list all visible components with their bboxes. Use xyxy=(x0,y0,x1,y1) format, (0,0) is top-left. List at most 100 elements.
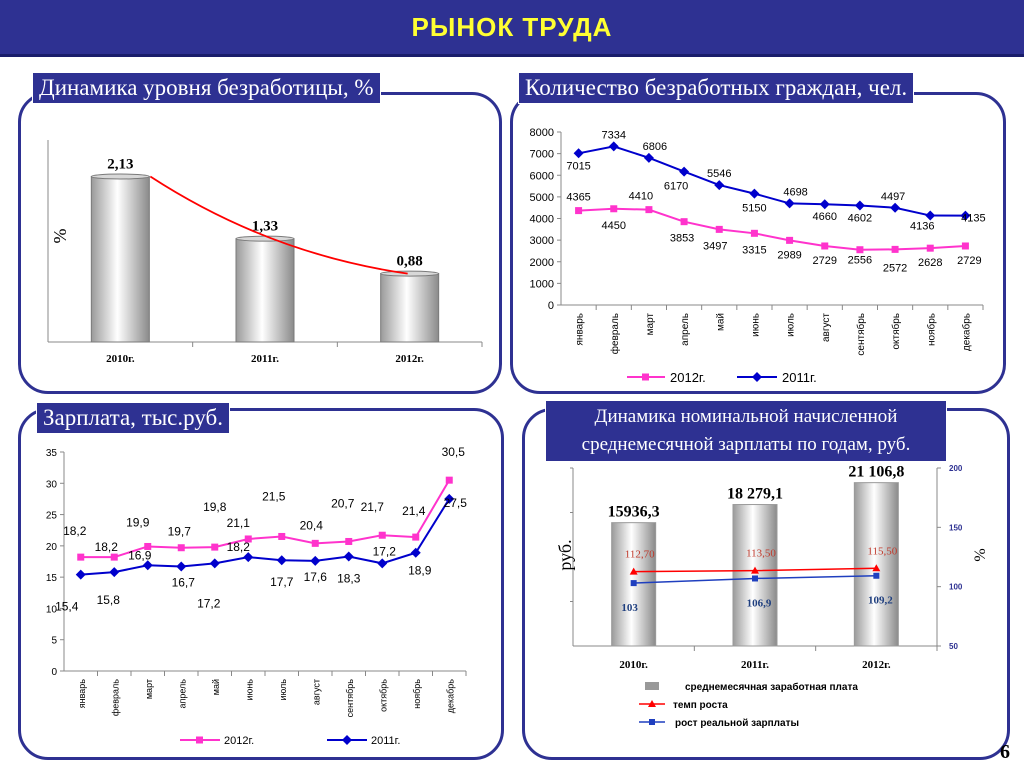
y-tick-label: 8000 xyxy=(530,127,554,139)
point-2012г. xyxy=(856,246,864,254)
data-label-growth: 115,50 xyxy=(867,545,897,557)
data-label: 17,7 xyxy=(270,575,294,589)
y-tick-label: 3000 xyxy=(530,235,554,247)
data-label-real: 106,9 xyxy=(747,597,772,609)
data-label: 18,2 xyxy=(227,540,251,554)
x-tick-label: 2010г. xyxy=(619,659,648,671)
x-tick-label: 2011г. xyxy=(251,353,279,365)
page-number: 6 xyxy=(1000,741,1010,763)
data-label: 18,9 xyxy=(408,564,432,578)
data-label: 4135 xyxy=(961,213,985,225)
bar-top xyxy=(90,173,150,180)
y-axis-label: руб. xyxy=(555,539,575,570)
point-2012г. xyxy=(610,205,618,213)
x-tick-label: сентябрь xyxy=(855,313,867,356)
legend-marker-2012 xyxy=(196,736,203,744)
y-tick-label: 4000 xyxy=(530,214,554,226)
data-label: 6170 xyxy=(664,181,688,193)
chart-nominal-salary: руб. 50 100 150 200% 15936,3 2010г. 18 279,1 201… xyxy=(555,464,989,729)
x-tick-label: 2012г. xyxy=(862,659,891,671)
data-label: 16,7 xyxy=(172,576,196,590)
point-2012г. xyxy=(244,535,252,543)
legend-label-2012: 2012г. xyxy=(670,370,706,385)
point-2012г. xyxy=(144,542,152,550)
y-tick-label: 7000 xyxy=(530,149,554,161)
y2-axis-label: % xyxy=(972,548,989,561)
data-label: 30,5 xyxy=(442,445,466,459)
data-label: 2729 xyxy=(813,255,837,267)
point-2011г. xyxy=(819,199,830,210)
series-line-2012г. xyxy=(80,479,451,559)
bar-2011г. xyxy=(732,504,778,647)
data-label: 2628 xyxy=(918,257,942,269)
data-label: 3315 xyxy=(742,244,766,256)
point-2011г. xyxy=(109,567,120,578)
data-label: 7334 xyxy=(602,129,626,141)
legend-marker-growth xyxy=(648,700,656,707)
y-tick-label: 0 xyxy=(51,667,57,678)
data-label: 17,2 xyxy=(197,596,221,610)
y-axis-label: % xyxy=(50,229,70,244)
bar-2011г. xyxy=(235,238,295,343)
y-tick-label: 15 xyxy=(46,573,58,584)
x-tick-label: январь xyxy=(77,679,87,709)
bar-value-label: 1,33 xyxy=(252,219,278,235)
y2-tick-label: 150 xyxy=(949,523,963,532)
x-tick-label: ноябрь xyxy=(925,313,937,346)
y-tick-label: 1000 xyxy=(530,278,554,290)
point-2011г. xyxy=(854,200,865,211)
chart1-title: Динамика уровня безработицы, % xyxy=(32,72,381,104)
trend-line xyxy=(149,175,408,275)
data-label-real: 103 xyxy=(621,602,638,614)
x-tick-label: май xyxy=(211,679,221,695)
point-2012г. xyxy=(445,476,453,484)
data-label: 5546 xyxy=(707,168,731,180)
chart2-title: Количество безработных граждан, чел. xyxy=(518,72,915,104)
legend-label-2011: 2011г. xyxy=(371,735,400,747)
series-line-2012г. xyxy=(578,207,966,251)
x-tick-label: февраль xyxy=(609,313,621,354)
point-2011г. xyxy=(142,560,153,571)
point-2012г. xyxy=(926,244,934,252)
data-label: 2729 xyxy=(957,255,981,267)
y-tick-label: 6000 xyxy=(530,170,554,182)
x-tick-label: июль xyxy=(786,313,797,337)
x-tick-label: октябрь xyxy=(378,679,388,712)
x-tick-label: апрель xyxy=(177,679,187,709)
bar-value-label: 0,88 xyxy=(397,254,423,270)
data-label: 17,2 xyxy=(373,544,397,558)
chart-unemployment-rate: % 2,13 2010г. 1,33 2011г. 0,88 2012г. xyxy=(47,140,483,365)
x-tick-label: июль xyxy=(278,679,288,701)
point-real xyxy=(630,580,637,587)
bar-value-label: 21 106,8 xyxy=(848,464,904,481)
point-2011г. xyxy=(643,152,654,163)
x-tick-label: 2011г. xyxy=(741,659,769,671)
data-label: 21,1 xyxy=(227,516,251,530)
y2-tick-label: 100 xyxy=(949,583,963,592)
point-2011г. xyxy=(377,558,388,569)
data-label: 19,8 xyxy=(203,500,227,514)
x-tick-label: июнь xyxy=(244,679,254,701)
chart4-title: Динамика номинальной начисленной среднем… xyxy=(545,400,947,462)
x-tick-label: август xyxy=(311,679,321,705)
point-2012г. xyxy=(177,544,185,552)
x-tick-label: январь xyxy=(575,313,586,345)
point-2011г. xyxy=(960,210,971,221)
point-2012г. xyxy=(821,242,829,250)
point-2011г. xyxy=(209,558,220,569)
chart-salary: 0 5 10 15 20 25 30 35 январь февраль март апрель май… xyxy=(46,445,467,747)
point-2012г. xyxy=(211,543,219,551)
bar-top xyxy=(235,235,295,242)
data-label: 4365 xyxy=(566,192,590,204)
data-label: 3853 xyxy=(670,233,694,245)
point-2012г. xyxy=(311,539,319,547)
data-label-growth: 112,70 xyxy=(625,549,655,561)
data-label: 15,8 xyxy=(97,593,121,607)
point-growth xyxy=(872,564,881,572)
x-tick-label: 2012г. xyxy=(395,353,424,365)
point-2012г. xyxy=(715,225,723,233)
bar-2010г. xyxy=(90,176,150,343)
y2-tick-label: 50 xyxy=(949,642,958,651)
x-tick-label: декабрь xyxy=(960,313,972,351)
x-tick-label: август xyxy=(821,313,832,342)
